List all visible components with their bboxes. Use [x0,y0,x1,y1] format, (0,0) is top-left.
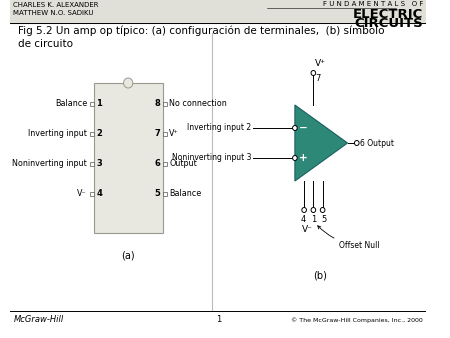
Text: Fig 5.2 Un amp op típico: (a) configuración de terminales,  (b) símbolo
de circu: Fig 5.2 Un amp op típico: (a) configurac… [18,25,384,49]
Text: ELECTRIC: ELECTRIC [353,8,423,21]
Bar [163,132,166,136]
Polygon shape [295,105,347,181]
Text: +: + [299,153,308,163]
Circle shape [311,71,316,75]
Bar [163,102,166,106]
Text: 7: 7 [315,74,320,83]
Text: −: − [299,123,308,133]
Circle shape [320,208,325,213]
Bar [90,102,94,106]
Text: McGraw-Hill: McGraw-Hill [14,315,64,324]
Text: No connection: No connection [169,99,227,108]
Bar [90,192,94,196]
Text: 4: 4 [301,215,306,224]
Circle shape [292,155,297,161]
Text: Offset Null: Offset Null [318,226,380,250]
Text: 5: 5 [154,190,160,198]
Text: (a): (a) [121,251,135,261]
Text: Noninverting input 3: Noninverting input 3 [172,153,252,163]
Text: V⁻: V⁻ [302,225,313,234]
Bar [94,83,163,233]
Bar [163,192,166,196]
Text: 6 Output: 6 Output [360,139,395,147]
Circle shape [124,78,133,88]
Circle shape [355,141,359,145]
Text: 1: 1 [311,215,316,224]
Circle shape [311,208,316,213]
Text: 1: 1 [216,315,221,324]
Text: (b): (b) [313,270,327,280]
Text: MATTHEW N.O. SADIKU: MATTHEW N.O. SADIKU [13,10,94,16]
Bar [90,162,94,166]
Text: 3: 3 [96,160,102,169]
Text: CHARLES K. ALEXANDER: CHARLES K. ALEXANDER [13,2,99,8]
Text: 5: 5 [321,215,326,224]
Text: 2: 2 [96,129,102,139]
Text: © The McGraw-Hill Companies, Inc., 2000: © The McGraw-Hill Companies, Inc., 2000 [291,317,423,323]
Text: Inverting input 2: Inverting input 2 [187,123,252,132]
Bar [163,162,166,166]
Text: V⁺: V⁺ [169,129,179,139]
Bar [10,0,426,23]
Circle shape [292,125,297,130]
Text: 8: 8 [154,99,160,108]
Text: Inverting input: Inverting input [28,129,87,139]
Text: CIRCUITS: CIRCUITS [355,17,423,30]
Bar [90,132,94,136]
Text: Noninverting input: Noninverting input [12,160,87,169]
Text: 7: 7 [154,129,160,139]
Text: F U N D A M E N T A L S   O F: F U N D A M E N T A L S O F [323,1,423,7]
Text: 1: 1 [96,99,102,108]
Text: Output: Output [169,160,197,169]
Text: 4: 4 [96,190,102,198]
Circle shape [302,208,306,213]
Text: 6: 6 [154,160,160,169]
Text: V⁺: V⁺ [315,59,326,68]
Text: Balance: Balance [55,99,87,108]
Text: V⁻: V⁻ [77,190,87,198]
Text: Balance: Balance [169,190,202,198]
